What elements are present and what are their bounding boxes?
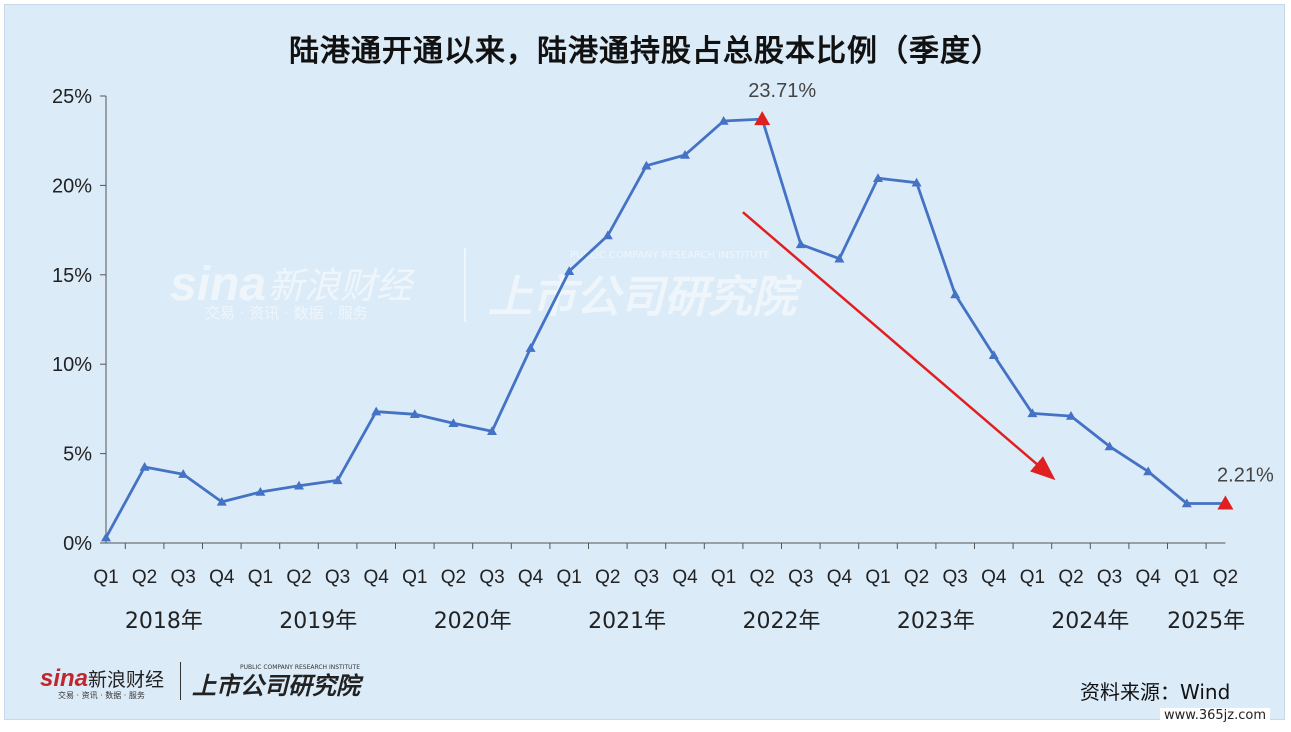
data-point (255, 487, 266, 496)
y-tick-label: 0% (63, 533, 92, 555)
x-tick-label: Q2 (132, 567, 157, 588)
x-tick-label: Q2 (286, 567, 311, 588)
data-point (1066, 411, 1076, 420)
chart-frame (4, 4, 1285, 720)
data-point (1027, 408, 1038, 418)
data-point (448, 418, 459, 427)
data-point (139, 462, 150, 471)
footer-logo-brand-cn: 新浪财经 (88, 669, 164, 691)
data-point (525, 343, 536, 352)
watermark-institute-en: PUBLIC COMPANY RESEARCH INSTITUTE (570, 250, 770, 261)
trend-arrow-layer (742, 211, 1056, 481)
y-tick-label: 5% (63, 444, 92, 466)
x-tick-label: Q1 (865, 567, 890, 588)
data-point (911, 177, 922, 187)
data-point (988, 350, 999, 360)
data-point (294, 480, 304, 490)
watermark-brand: sina (170, 258, 266, 311)
data-point (795, 239, 806, 249)
data-point (216, 496, 227, 506)
chart-title: 陆港通开通以来，陆港通持股占总股本比例（季度） (289, 34, 1002, 69)
x-tick-label: Q2 (904, 567, 929, 588)
y-tick-label: 10% (52, 354, 92, 376)
x-tick-label: Q4 (209, 567, 235, 588)
x-tick-label: Q4 (827, 567, 853, 588)
footer-logo-institute-en: PUBLIC COMPANY RESEARCH INSTITUTE (240, 664, 360, 671)
data-point (1181, 498, 1192, 508)
sina-watermark: sina 新浪财经 交易 · 资讯 · 数据 · 服务 PUBLIC COMPA… (170, 248, 803, 323)
highlight-marker (754, 111, 771, 126)
x-tick-label: Q4 (672, 567, 698, 588)
x-tick-label: Q4 (518, 567, 544, 588)
data-label: 23.71% (748, 80, 816, 102)
y-tick-label: 20% (52, 175, 92, 197)
year-label: 2021年 (588, 609, 666, 634)
x-tick-label: Q2 (1213, 567, 1238, 588)
x-tick-label: Q1 (711, 567, 736, 588)
data-point (641, 160, 652, 170)
x-tick-label: Q4 (981, 567, 1007, 588)
footer-logo-brand-sub: 交易 · 资讯 · 数据 · 服务 (58, 690, 145, 700)
data-point (602, 230, 613, 240)
series-line (104, 117, 1226, 539)
watermark-brand-cn: 新浪财经 (268, 266, 415, 307)
x-tick-label: Q3 (788, 567, 813, 588)
source-note: 资料来源：Wind (1080, 680, 1231, 704)
x-tick-label: Q2 (1058, 567, 1083, 588)
data-point (1143, 466, 1154, 476)
year-label: 2018年 (125, 609, 203, 634)
x-tick-label: Q1 (1020, 567, 1045, 588)
x-tick-label: Q4 (364, 567, 390, 588)
data-point (718, 116, 729, 125)
x-tick-label: Q1 (248, 567, 273, 588)
year-label: 2023年 (897, 609, 975, 634)
year-label: 2024年 (1051, 609, 1129, 634)
x-tick-label: Q3 (479, 567, 504, 588)
data-point (101, 532, 111, 542)
x-tick-label: Q3 (1097, 567, 1122, 588)
watermark-brand-sub: 交易 · 资讯 · 数据 · 服务 (205, 304, 368, 322)
data-point (332, 475, 343, 485)
data-point (564, 266, 575, 275)
trend-arrow (742, 211, 1056, 481)
data-point (950, 289, 961, 299)
footer-logo: sina 新浪财经 交易 · 资讯 · 数据 · 服务 PUBLIC COMPA… (40, 660, 400, 708)
data-point (371, 406, 382, 416)
x-tick-label: Q4 (1136, 567, 1162, 588)
x-tick-label: Q3 (634, 567, 659, 588)
x-tick-label: Q2 (441, 567, 466, 588)
y-tick-label: 15% (52, 265, 92, 287)
data-label: 2.21% (1217, 464, 1274, 486)
x-tick-label: Q1 (402, 567, 427, 588)
data-point (834, 253, 845, 263)
footer-logo-institute: 上市公司研究院 (192, 672, 364, 700)
x-tick-label: Q3 (943, 567, 968, 588)
data-point (178, 469, 189, 478)
year-label: 2025年 (1167, 609, 1245, 634)
highlight-marker (1217, 495, 1234, 510)
year-label: 2022年 (743, 609, 821, 634)
data-point (409, 409, 420, 419)
axes: 0% 5% 10% 15% 20% 25% Q1 Q2 Q3 Q4 Q1 Q2 Q3 Q4 Q1 Q2 Q3 Q4… (52, 86, 1245, 634)
x-tick-label: Q1 (557, 567, 582, 588)
x-tick-label: Q3 (325, 567, 350, 588)
data-point (1104, 441, 1115, 451)
x-tick-label: Q3 (171, 567, 196, 588)
data-point (680, 150, 690, 159)
footer-logo-brand: sina (40, 665, 88, 692)
data-point (873, 173, 883, 182)
x-tick-label: Q1 (93, 567, 118, 588)
series-layer: 23.71% 2.21% (101, 80, 1274, 542)
y-tick-label: 25% (52, 86, 92, 108)
x-tick-label: Q1 (1174, 567, 1199, 588)
watermark-institute: 上市公司研究院 (488, 272, 803, 323)
year-label: 2020年 (434, 609, 512, 634)
site-watermark: www.365jz.com (1160, 708, 1270, 723)
data-point (487, 426, 497, 435)
x-tick-label: Q2 (750, 567, 775, 588)
year-label: 2019年 (279, 609, 357, 634)
x-tick-label: Q2 (595, 567, 620, 588)
